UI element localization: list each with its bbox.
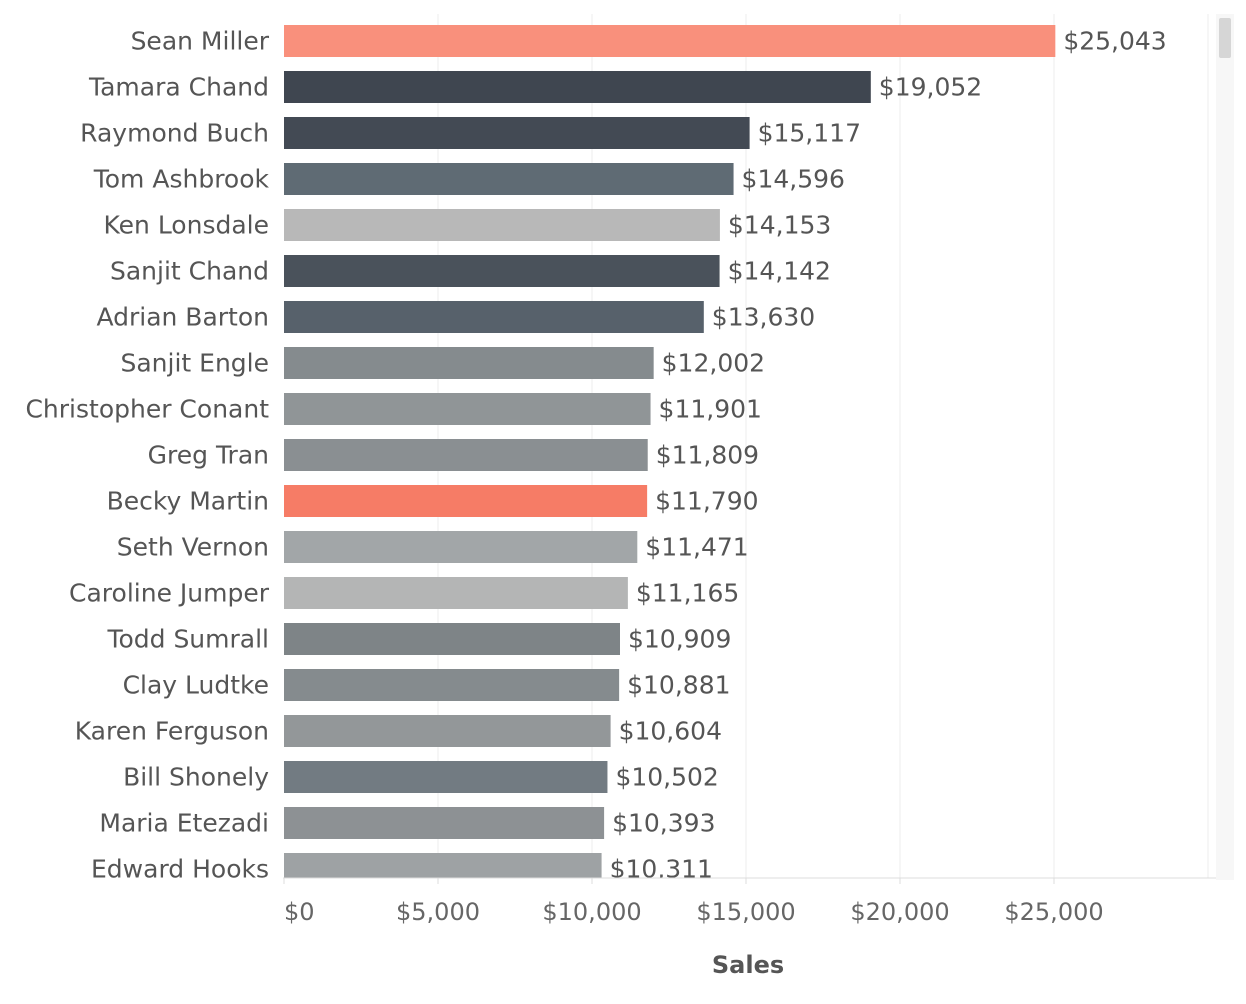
bar — [284, 209, 720, 241]
x-axis: $0 $5,000 $10,000 $15,000 $20,000 $25,000 Sale… — [283, 877, 1216, 979]
category-label: Maria Etezadi — [99, 809, 269, 838]
bar — [284, 347, 654, 379]
category-label: Bill Shonely — [123, 763, 269, 792]
value-label: $10,393 — [612, 809, 715, 838]
x-tick-label: $10,000 — [542, 898, 641, 926]
value-label: $11,471 — [645, 533, 748, 562]
value-label: $14,142 — [728, 257, 831, 286]
bars — [284, 25, 1056, 878]
bar — [284, 577, 628, 609]
category-label: Caroline Jumper — [69, 579, 270, 608]
category-label: Adrian Barton — [96, 303, 269, 332]
vertical-scrollbar[interactable] — [1216, 14, 1234, 880]
value-label: $25,043 — [1063, 27, 1166, 56]
category-label: Karen Ferguson — [75, 717, 269, 746]
bar — [284, 853, 602, 878]
bar — [284, 715, 611, 747]
value-label: $11,790 — [655, 487, 758, 516]
bar — [284, 393, 651, 425]
category-label: Ken Lonsdale — [104, 211, 270, 240]
category-label: Tom Ashbrook — [93, 165, 270, 194]
value-label: $14,153 — [728, 211, 831, 240]
category-label: Sanjit Chand — [110, 257, 269, 286]
category-label: Sean Miller — [131, 27, 270, 56]
value-label: $10,604 — [619, 717, 722, 746]
bar — [284, 301, 704, 333]
value-label: $15,117 — [758, 119, 861, 148]
category-label: Clay Ludtke — [123, 671, 269, 700]
value-label: $19,052 — [879, 73, 982, 102]
value-label: $10,311 — [610, 855, 713, 884]
x-tick-label: $0 — [284, 898, 315, 926]
bar — [284, 531, 638, 563]
x-tick-label: $25,000 — [1004, 898, 1103, 926]
scrollbar-thumb[interactable] — [1219, 18, 1231, 58]
bar — [284, 807, 605, 839]
x-tick-label: $20,000 — [850, 898, 949, 926]
value-label: $11,165 — [636, 579, 739, 608]
bar — [284, 485, 648, 517]
category-label: Todd Sumrall — [106, 625, 269, 654]
value-label: $11,809 — [656, 441, 759, 470]
category-label: Tamara Chand — [88, 73, 269, 102]
value-label: $10,881 — [627, 671, 730, 700]
category-label: Edward Hooks — [91, 855, 269, 884]
x-tick-label: $5,000 — [396, 898, 480, 926]
category-label: Becky Martin — [107, 487, 269, 516]
value-labels: $25,043 $19,052 $15,117 $14,596 $14,153 $14,1… — [610, 27, 1167, 884]
category-labels: Sean Miller Tamara Chand Raymond Buch Tom A… — [25, 27, 270, 884]
bar — [284, 255, 720, 287]
bar — [284, 439, 648, 471]
bar — [284, 117, 750, 149]
bar — [284, 25, 1056, 57]
value-label: $12,002 — [662, 349, 765, 378]
category-label: Christopher Conant — [25, 395, 269, 424]
value-label: $10,909 — [628, 625, 731, 654]
value-label: $13,630 — [712, 303, 815, 332]
value-label: $10,502 — [615, 763, 718, 792]
bar — [284, 761, 608, 793]
category-label: Greg Tran — [148, 441, 269, 470]
category-label: Raymond Buch — [80, 119, 269, 148]
x-tick-label: $15,000 — [696, 898, 795, 926]
x-axis-title: Sales — [712, 951, 784, 979]
bar — [284, 669, 620, 701]
value-label: $14,596 — [742, 165, 845, 194]
value-label: $11,901 — [659, 395, 762, 424]
category-label: Sanjit Engle — [120, 349, 269, 378]
category-label: Seth Vernon — [117, 533, 269, 562]
bar — [284, 163, 734, 195]
bar — [284, 623, 620, 655]
bar — [284, 71, 871, 103]
